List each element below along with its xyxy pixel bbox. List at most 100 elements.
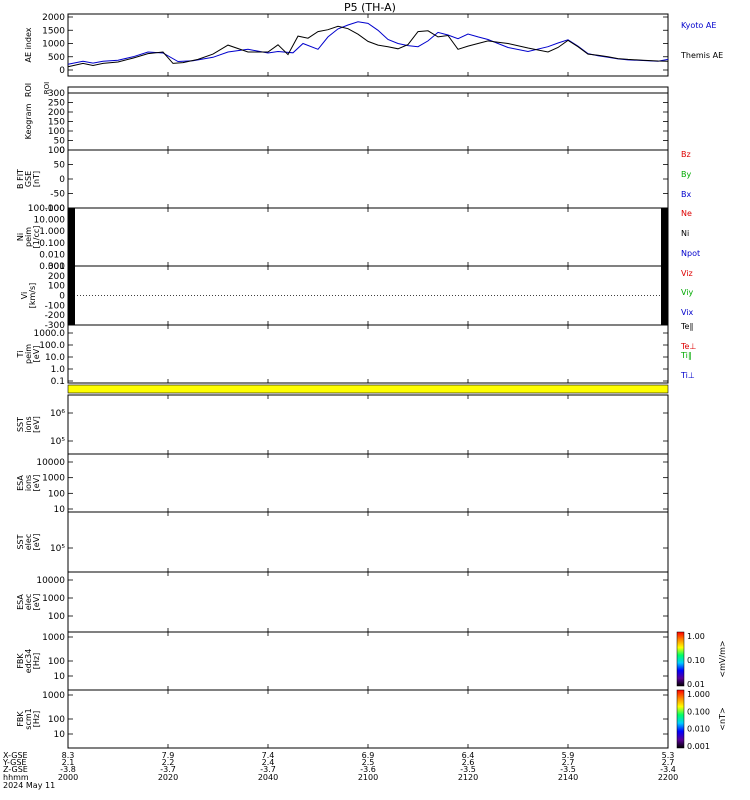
ae-axis-label: AE index <box>24 27 33 62</box>
orbit-cell-t: 2120 <box>458 773 478 782</box>
ae-series-line-0 <box>67 21 669 65</box>
sst_e-panel-frame <box>67 511 669 573</box>
keogram-tick-label: 100 <box>48 127 65 137</box>
esa_e-label-line: elec <box>24 594 33 610</box>
fbk_b-tick-label: 10 <box>54 730 66 740</box>
colorbars-group: 1.00 0.10 0.01 <mV/m> 1.000 0.100 0.010 0.001 <n… <box>676 631 727 751</box>
esa_i-tick-label: 10000 <box>36 458 65 468</box>
colorbar-1 <box>676 689 685 749</box>
roi-label: ROI <box>43 82 51 94</box>
fbk_e-label-line: [Hz] <box>32 653 41 669</box>
orbit-cell-z: -3.8 <box>60 765 76 774</box>
esa_e-label-line: [eV] <box>32 594 41 611</box>
ti-tick-label: 1.0 <box>51 365 66 375</box>
fbk_b-tick-label: 1000 <box>42 691 65 701</box>
ni-legend-0: Ne <box>681 209 692 218</box>
keogram-tick-label: 50 <box>54 137 66 147</box>
orbit-cell-x: 8.3 <box>62 751 75 760</box>
keogram-label-line: Keogram <box>24 103 33 139</box>
orbit-cell-x: 5.3 <box>662 751 675 760</box>
ae-legend-1: Themis AE <box>680 51 723 60</box>
bfit-label-line: GSE <box>24 171 33 187</box>
orbit-cell-x: 6.4 <box>462 751 475 760</box>
sst_i-label-line: [eV] <box>32 416 41 433</box>
colorbar-0-tick: 0.10 <box>687 656 705 665</box>
orbit-cell-t: 2020 <box>158 773 178 782</box>
ae-tick-label: 500 <box>48 53 65 63</box>
orbit-cell-y: 2.7 <box>662 758 675 767</box>
ni-panel-frame <box>67 207 669 267</box>
vi-tick-label: 200 <box>48 272 65 282</box>
bfit-panel-frame <box>67 149 669 209</box>
fbk_b-x-ticks <box>67 690 669 748</box>
bfit-tick-label: -100 <box>45 204 66 214</box>
sst_i-x-ticks <box>67 395 669 454</box>
fbk_e-label-line: FBK <box>16 653 25 669</box>
orbit-cell-z: -3.7 <box>160 765 176 774</box>
orbit-cell-y: 2.4 <box>262 758 275 767</box>
bfit-x-ticks <box>67 150 669 208</box>
orbit-row-label: Y-GSE <box>2 758 26 767</box>
keogram-tick-label: 0 <box>59 146 65 156</box>
ti-legend-2: Ti∥ <box>680 351 692 360</box>
colorbar-1-tick: 1.000 <box>687 690 710 699</box>
orbit-cell-x: 7.4 <box>262 751 275 760</box>
legends-group: Kyoto AE Themis AE Bz By Bx Ne Ni Npot Viz Viy Vix… <box>680 21 723 380</box>
esa_i-axis-label: ESA ions [eV] <box>16 475 41 492</box>
ti-x-ticks <box>67 325 669 383</box>
ni-tick-label: 0.001 <box>39 262 65 272</box>
esa_i-label-line: [eV] <box>32 475 41 492</box>
fbk_e-x-ticks <box>67 632 669 690</box>
orbit-cell-t: 2140 <box>558 773 578 782</box>
ae-tick-label: 1500 <box>42 26 65 36</box>
keogram-tick-label: 150 <box>48 118 65 128</box>
esa_e-tick-label: 10000 <box>36 576 65 586</box>
orbit-cell-t: 2200 <box>658 773 678 782</box>
esa_e-x-ticks <box>67 572 669 632</box>
sst_e-label-line: elec <box>24 534 33 550</box>
ae-tick-label: 0 <box>59 66 65 76</box>
esa_e-tick-label: 100 <box>48 612 65 622</box>
vi-legend-2: Vix <box>681 308 694 317</box>
ni-tick-label: 0.010 <box>39 250 65 260</box>
sst_i-tick-label: 10⁵ <box>50 437 65 447</box>
colorbar-1-tick: 0.001 <box>687 742 710 751</box>
vi-tick-label: -200 <box>45 311 66 321</box>
ni-label-line: peim <box>24 227 33 247</box>
ti-tick-label: 0.1 <box>51 377 65 387</box>
fbk_e-panel-frame <box>67 631 669 691</box>
sst_e-y-ticks: 10⁵ <box>50 544 668 554</box>
bfit-label-line: [nT] <box>32 171 41 187</box>
orbit-cell-y: 2.6 <box>462 758 475 767</box>
esa_i-label-line: ions <box>24 475 33 491</box>
esa_i-tick-label: 100 <box>48 489 65 499</box>
ae-x-ticks <box>67 14 669 76</box>
ni-x-ticks <box>67 208 669 266</box>
ti-y-ticks: 0.1 1.0 10.0 100.0 1000.0 <box>34 329 668 387</box>
vi-label-line: [km/s] <box>28 283 37 309</box>
vi-legend-0: Viz <box>681 269 693 278</box>
ni-label-line: Ni <box>16 233 25 241</box>
sst_i-panel-frame <box>67 394 669 455</box>
sst_e-label-line: SST <box>16 534 25 549</box>
bfit-axis-label: B FIT GSE [nT] <box>16 169 41 189</box>
fbk_b-label-line: FBK <box>16 711 25 727</box>
sst_i-axis-label: SST ions [eV] <box>16 416 41 433</box>
orbit-cell-z: -3.6 <box>360 765 376 774</box>
ae-tick-label: 2000 <box>42 13 65 23</box>
roi-axis-label: ROI <box>43 82 51 94</box>
fbk_b-y-ticks: 10 100 1000 <box>42 691 668 740</box>
fbk_e-label-line: edc34 <box>24 649 33 674</box>
vi-tick-label: 0 <box>59 292 65 302</box>
ni-legend-2: Npot <box>681 249 700 258</box>
colorbar-1-label: <nT> <box>718 707 727 730</box>
status-bar <box>67 384 669 394</box>
ti-label-line: peim <box>24 344 33 364</box>
colorbar-0-label-group: <mV/m> <box>718 640 727 677</box>
ni-label-line: [1/cc] <box>32 226 41 249</box>
colorbar-0-label: <mV/m> <box>718 640 727 677</box>
ae-series-line-1 <box>67 25 669 68</box>
esa_i-tick-label: 1000 <box>42 474 65 484</box>
ae-tick-label: 1000 <box>42 40 65 50</box>
orbit-cell-z: -3.5 <box>560 765 576 774</box>
